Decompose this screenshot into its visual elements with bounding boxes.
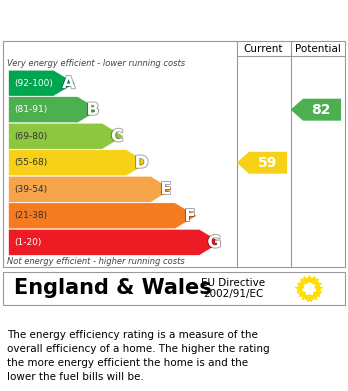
Text: Potential: Potential xyxy=(295,44,340,54)
Text: B: B xyxy=(87,101,99,119)
Text: (81-91): (81-91) xyxy=(14,105,47,114)
Text: The energy efficiency rating is a measure of the
overall efficiency of a home. T: The energy efficiency rating is a measur… xyxy=(7,330,270,382)
Text: (21-38): (21-38) xyxy=(14,211,47,220)
Text: EU Directive
2002/91/EC: EU Directive 2002/91/EC xyxy=(201,278,265,299)
Text: (69-80): (69-80) xyxy=(14,132,47,141)
Text: Energy Efficiency Rating: Energy Efficiency Rating xyxy=(60,11,288,29)
Text: (1-20): (1-20) xyxy=(14,238,41,247)
Polygon shape xyxy=(9,97,99,123)
Text: 82: 82 xyxy=(311,103,331,117)
Text: England & Wales: England & Wales xyxy=(14,278,212,298)
Text: (92-100): (92-100) xyxy=(14,79,53,88)
Text: (39-54): (39-54) xyxy=(14,185,47,194)
Text: F: F xyxy=(184,207,196,225)
Text: Very energy efficient - lower running costs: Very energy efficient - lower running co… xyxy=(7,59,185,68)
Polygon shape xyxy=(9,150,148,176)
Text: A: A xyxy=(62,74,75,92)
Polygon shape xyxy=(237,152,287,174)
Text: C: C xyxy=(111,127,123,145)
Text: Not energy efficient - higher running costs: Not energy efficient - higher running co… xyxy=(7,256,185,265)
Text: 59: 59 xyxy=(258,156,277,170)
Text: D: D xyxy=(135,154,148,172)
Polygon shape xyxy=(9,203,197,229)
Text: (55-68): (55-68) xyxy=(14,158,47,167)
Polygon shape xyxy=(9,176,172,202)
Text: G: G xyxy=(207,233,221,251)
Polygon shape xyxy=(9,230,221,255)
Polygon shape xyxy=(9,70,75,96)
Polygon shape xyxy=(9,123,124,149)
Text: E: E xyxy=(160,180,172,198)
Text: Current: Current xyxy=(244,44,283,54)
Polygon shape xyxy=(291,99,341,121)
